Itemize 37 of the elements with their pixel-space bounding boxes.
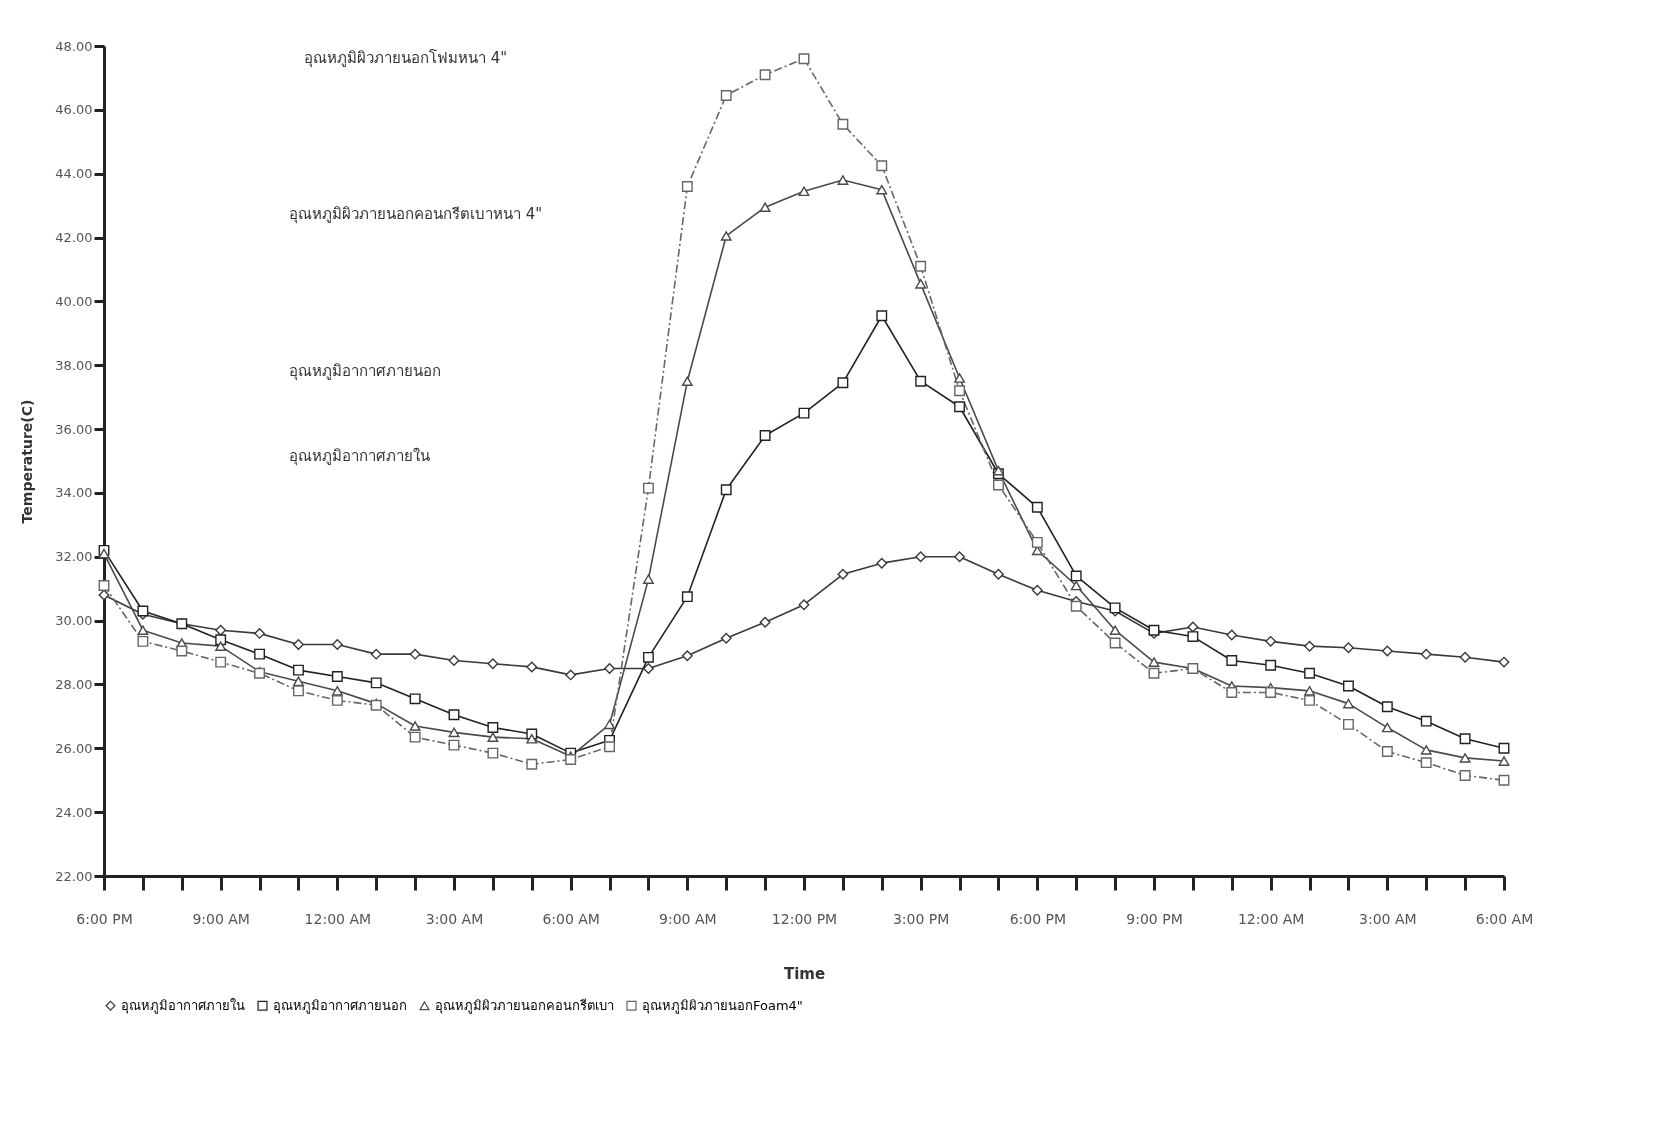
annotation: อุณหภูมิผิวภายนอกคอนกรีตเบาหนา 4" (289, 205, 543, 224)
x-tick-label: 3:00 AM (1359, 910, 1417, 927)
annotation: อุณหภูมิผิวภายนอกโฟมหนา 4" (304, 49, 508, 68)
x-tick-label: 9:00 AM (659, 910, 717, 927)
y-tick-label: 40.00 (55, 293, 93, 309)
x-tick-label: 12:00 AM (1237, 910, 1305, 927)
annotation: อุณหภูมิอากาศภายใน (289, 447, 430, 466)
legend-label: อุณหภูมิผิวภายนอกFoam4" (642, 997, 803, 1014)
x-tick-label: 12:00 PM (771, 910, 838, 927)
x-tick-label: 6:00 PM (1009, 910, 1067, 927)
y-tick-label: 26.00 (55, 740, 93, 756)
y-tick-label: 24.00 (55, 804, 93, 820)
legend-label: อุณหภูมิอากาศภายใน (121, 997, 245, 1014)
y-tick-label: 42.00 (55, 230, 93, 246)
y-tick-label: 48.00 (55, 38, 93, 54)
x-tick-label: 3:00 AM (425, 910, 484, 927)
y-axis-title: Temperature(C) (19, 399, 36, 524)
y-tick-label: 22.00 (55, 868, 93, 884)
y-tick-label: 46.00 (55, 102, 93, 118)
x-tick-label: 6:00 PM (76, 910, 133, 927)
x-tick-label: 6:00 AM (542, 910, 600, 927)
x-tick-label: 9:00 AM (192, 910, 250, 927)
y-tick-label: 28.00 (55, 676, 93, 692)
legend-label: อุณหภูมิอากาศภายนอก (273, 997, 407, 1014)
x-tick-label: 9:00 PM (1126, 910, 1183, 927)
legend-label: อุณหภูมิผิวภายนอกคอนกรีตเบา (435, 997, 614, 1014)
y-tick-label: 36.00 (55, 421, 93, 437)
x-tick-label: 6:00 AM (1475, 910, 1534, 927)
x-tick-label: 12:00 AM (304, 910, 372, 927)
y-tick-label: 30.00 (55, 613, 93, 629)
y-tick-label: 32.00 (55, 549, 93, 565)
x-tick-label: 3:00 PM (892, 910, 950, 927)
x-axis-title: Time (783, 964, 826, 983)
y-tick-label: 44.00 (55, 166, 93, 182)
y-tick-label: 38.00 (55, 357, 93, 373)
annotation: อุณหภูมิอากาศภายนอก (289, 362, 441, 381)
y-tick-label: 34.00 (55, 485, 93, 501)
